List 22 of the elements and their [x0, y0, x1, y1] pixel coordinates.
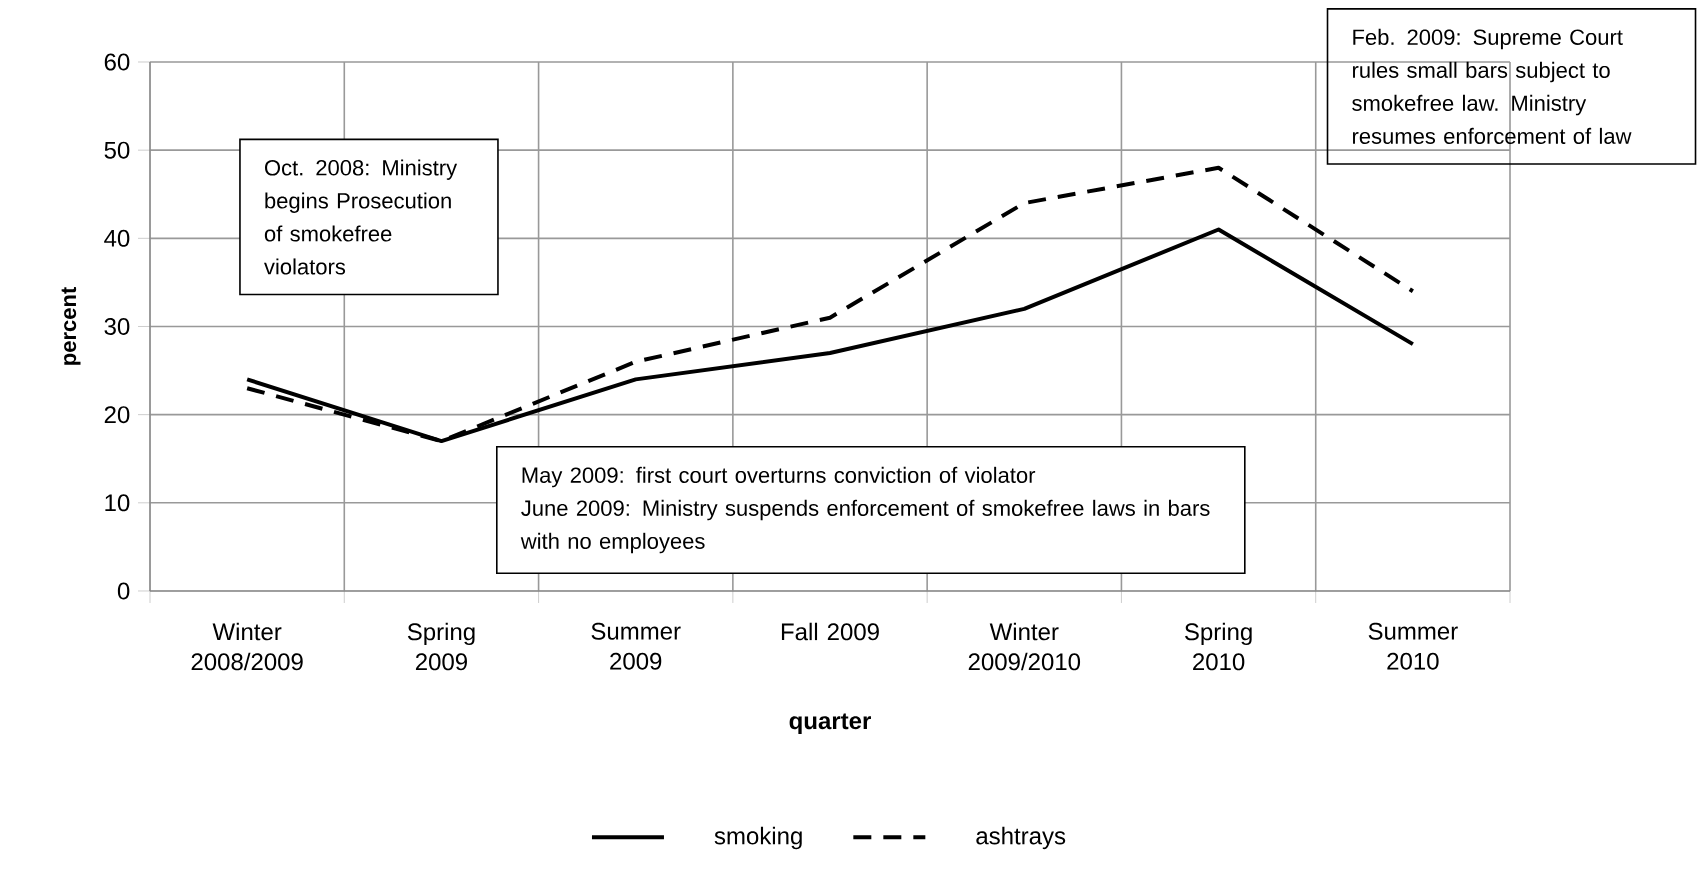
annotation: Oct. 2008: Ministry begins Prosecution of smokefree violators	[264, 159, 458, 275]
x-tick-label: Spring 2009	[407, 622, 475, 671]
x-tick-label: Summer 2010	[1368, 622, 1458, 670]
legend-label: ashtrays	[976, 826, 1066, 850]
y-tick-label: 20	[104, 406, 130, 424]
x-tick-label: Winter 2009/2010	[968, 622, 1081, 671]
x-axis-title: quarter	[789, 713, 871, 735]
x-tick-label: Winter 2008/2009	[191, 622, 303, 671]
x-tick-label: Summer 2009	[591, 622, 681, 670]
annotation: Feb. 2009: Supreme Court rules small bars subject to smokefree law. Ministry resumes enforcement of law	[1352, 28, 1632, 144]
y-tick-label: 40	[104, 229, 130, 247]
annotation: June 2009: Ministry suspends enforcement of smokefree laws in bars with no employees	[520, 499, 1210, 554]
annotation: May 2009: first court overturns conviction of violator	[522, 466, 1036, 488]
y-axis-title: percent	[61, 287, 81, 365]
x-tick-label: Fall 2009	[781, 622, 879, 641]
y-tick-label: 0	[117, 582, 130, 600]
y-tick-label: 10	[105, 494, 130, 512]
x-tick-label: Spring 2010	[1184, 622, 1252, 671]
legend-label: smoking	[714, 826, 802, 850]
y-tick-label: 50	[104, 141, 130, 159]
y-tick-label: 60	[104, 53, 130, 71]
y-tick-label: 30	[104, 318, 130, 335]
